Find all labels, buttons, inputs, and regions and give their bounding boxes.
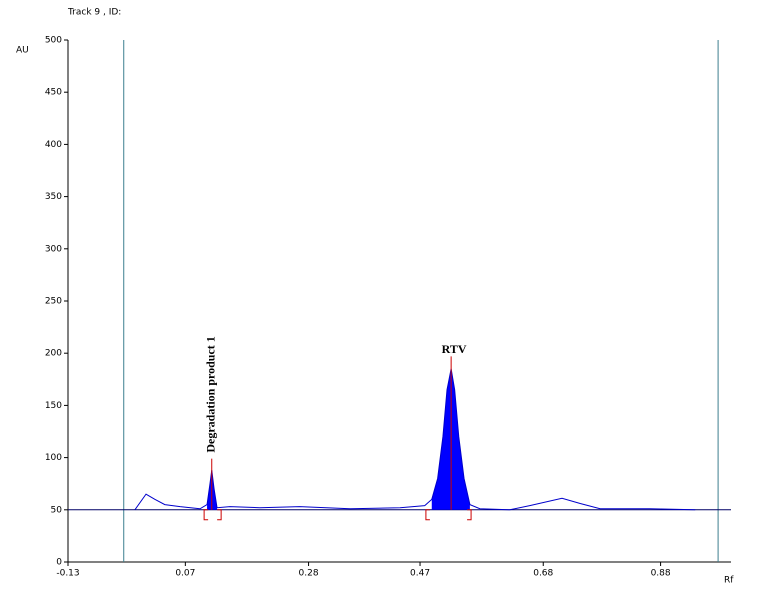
y-tick-label: 0 [56, 558, 62, 568]
peak-bracket [217, 509, 222, 521]
x-tick-label: 0.28 [299, 569, 319, 579]
peak-bracket [425, 509, 430, 521]
y-tick-label: 400 [45, 140, 62, 150]
y-tick-label: 50 [51, 505, 63, 515]
chart-title: Track 9 , ID: [67, 8, 121, 18]
x-tick-label: 0.47 [410, 569, 430, 579]
signal-line [134, 368, 696, 511]
peak-bracket [467, 509, 472, 521]
peak-bracket [203, 509, 209, 521]
x-tick-label: -0.13 [56, 569, 79, 579]
y-tick-label: 500 [45, 36, 62, 46]
x-axis-label: Rf [724, 576, 734, 586]
peak-label: Degradation product 1 [203, 336, 217, 452]
y-axis-label: AU [16, 46, 29, 56]
y-tick-label: 200 [45, 349, 62, 359]
y-tick-label: 150 [45, 401, 62, 411]
y-tick-label: 450 [45, 88, 62, 98]
y-tick-label: 100 [45, 453, 62, 463]
peak-label: RTV [442, 342, 467, 356]
x-tick-label: 0.68 [533, 569, 553, 579]
y-tick-label: 300 [45, 244, 62, 254]
y-tick-label: 350 [45, 192, 62, 202]
x-tick-label: 0.88 [651, 569, 671, 579]
y-tick-label: 250 [45, 297, 62, 307]
x-tick-label: 0.07 [175, 569, 195, 579]
